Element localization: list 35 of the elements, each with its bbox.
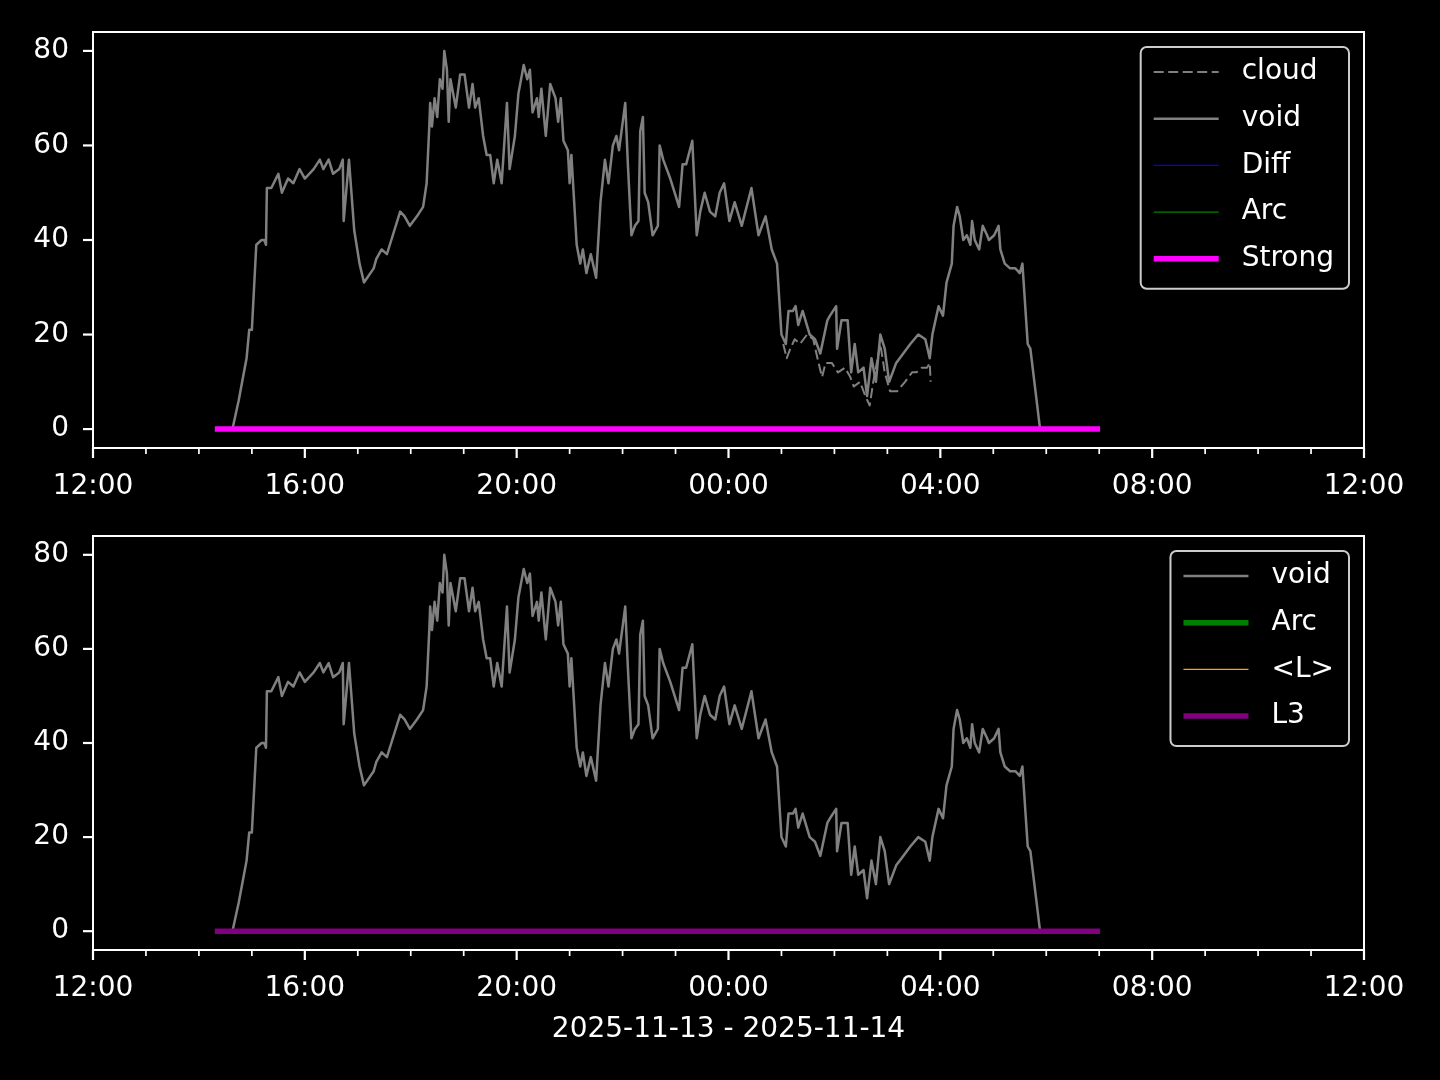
x-tick-label: 16:00 — [264, 970, 346, 1004]
y-tick-label: 40 — [33, 221, 69, 255]
y-tick-label: 60 — [33, 126, 69, 160]
x-tick-label: 00:00 — [688, 970, 769, 1004]
legend-label: void — [1241, 99, 1301, 133]
x-tick-label: 04:00 — [899, 468, 981, 502]
x-tick-label: 16:00 — [264, 468, 346, 502]
x-tick-label: 12:00 — [1323, 468, 1405, 502]
legend-label: Arc — [1241, 193, 1288, 227]
x-tick-label: 20:00 — [476, 970, 558, 1004]
y-tick-label: 20 — [33, 818, 69, 852]
x-tick-label: 12:00 — [1323, 970, 1405, 1004]
x-tick-label: 08:00 — [1111, 468, 1193, 502]
y-tick-label: 60 — [33, 630, 69, 664]
legend-label: <L> — [1271, 650, 1335, 684]
legend-label: Arc — [1271, 603, 1317, 637]
y-tick-label: 20 — [33, 315, 69, 349]
line-series — [782, 333, 932, 407]
y-tick-label: 40 — [33, 724, 69, 758]
legend-label: Strong — [1241, 240, 1335, 274]
y-tick-label: 0 — [51, 912, 69, 946]
legend-label: L3 — [1271, 697, 1305, 731]
y-tick-label: 0 — [51, 410, 69, 444]
x-tick-label: 08:00 — [1111, 970, 1193, 1004]
x-tick-label: 04:00 — [899, 970, 981, 1004]
y-tick-label: 80 — [33, 536, 69, 570]
x-tick-label: 00:00 — [688, 468, 769, 502]
legend-label: Diff — [1241, 146, 1292, 180]
legend-label: void — [1271, 557, 1331, 591]
legend-label: cloud — [1241, 53, 1318, 87]
x-axis-title: 2025-11-13 - 2025-11-14 — [551, 1011, 906, 1045]
y-tick-label: 80 — [33, 32, 69, 66]
x-tick-label: 12:00 — [52, 468, 134, 502]
x-tick-label: 20:00 — [476, 468, 558, 502]
x-tick-label: 12:00 — [52, 970, 134, 1004]
